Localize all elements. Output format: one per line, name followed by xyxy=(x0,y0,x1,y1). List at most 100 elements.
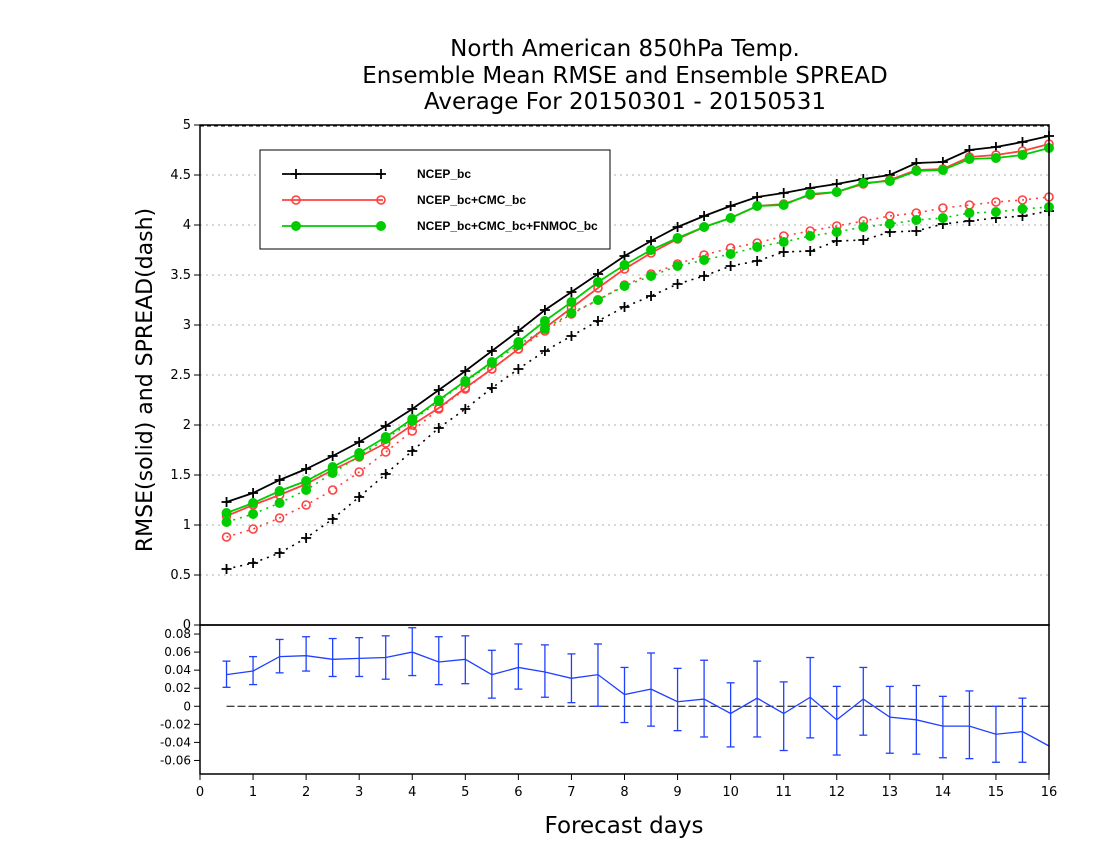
rmse-point-0-30 xyxy=(1017,137,1028,147)
upper-ytick-label-9: 4.5 xyxy=(170,168,191,183)
legend-marker-right-2 xyxy=(376,221,386,231)
xtick-label-5: 5 xyxy=(461,785,469,800)
legend-label-0: NCEP_bc xyxy=(417,167,471,181)
lower-ytick-label-2: -0.02 xyxy=(160,717,191,731)
spread-point-2-28 xyxy=(964,208,975,218)
spread-point-0-17 xyxy=(672,279,683,289)
rmse-point-0-5 xyxy=(354,437,365,447)
spread-point-2-22 xyxy=(805,231,816,241)
rmse-point-2-10 xyxy=(486,357,497,367)
error-bar-20 xyxy=(753,660,762,738)
rmse-point-2-24 xyxy=(858,178,869,188)
spread-point-2-18 xyxy=(699,255,710,265)
rmse-point-0-11 xyxy=(513,326,524,336)
rmse-point-2-11 xyxy=(513,337,524,347)
error-bar-11 xyxy=(514,643,523,690)
rmse-point-0-18 xyxy=(699,211,710,221)
difference-series xyxy=(222,627,1050,763)
error-bar-27 xyxy=(938,695,947,759)
rmse-point-2-19 xyxy=(725,213,736,223)
xtick-label-11: 11 xyxy=(775,785,792,800)
spread-point-2-29 xyxy=(990,207,1001,217)
rmse-point-0-3 xyxy=(301,464,312,474)
spread-point-0-2 xyxy=(274,548,285,558)
difference-line xyxy=(226,651,1050,747)
chart-title-line-2: Ensemble Mean RMSE and Ensemble SPREAD xyxy=(362,63,888,89)
rmse-point-2-28 xyxy=(964,154,975,164)
rmse-point-2-23 xyxy=(831,187,842,197)
rmse-point-0-4 xyxy=(327,451,338,461)
upper-ytick-label-10: 5 xyxy=(183,118,191,133)
rmse-point-2-30 xyxy=(1017,150,1028,160)
spread-point-0-21 xyxy=(778,247,789,257)
rmse-point-2-7 xyxy=(407,414,418,424)
spread-point-2-2 xyxy=(274,498,285,508)
error-bar-25 xyxy=(885,685,894,754)
xtick-label-3: 3 xyxy=(355,785,363,800)
rmse-point-0-7 xyxy=(407,404,418,414)
error-bar-8 xyxy=(434,636,443,686)
xtick-label-2: 2 xyxy=(302,785,310,800)
xtick-label-9: 9 xyxy=(673,785,681,800)
rmse-line-0 xyxy=(226,135,1050,503)
spread-point-0-6 xyxy=(380,469,391,479)
rmse-point-0-13 xyxy=(566,287,577,297)
error-bar-17 xyxy=(673,667,682,732)
spread-point-1-5 xyxy=(354,467,364,477)
xtick-label-7: 7 xyxy=(567,785,575,800)
rmse-point-0-6 xyxy=(380,421,391,431)
spread-point-0-1 xyxy=(248,558,259,568)
rmse-point-2-2 xyxy=(274,486,285,496)
spread-point-2-30 xyxy=(1017,204,1028,214)
rmse-point-2-8 xyxy=(433,395,444,405)
xtick-label-1: 1 xyxy=(249,785,257,800)
spread-point-2-20 xyxy=(752,242,763,252)
error-bar-19 xyxy=(726,682,735,748)
spread-point-2-13 xyxy=(566,308,577,318)
spread-point-1-0 xyxy=(221,532,232,542)
rmse-point-2-1 xyxy=(248,498,259,508)
spread-point-1-2 xyxy=(274,513,285,523)
xtick-label-15: 15 xyxy=(988,785,1005,800)
xtick-label-8: 8 xyxy=(620,785,628,800)
spread-point-0-18 xyxy=(699,271,710,281)
spread-point-0-3 xyxy=(301,533,312,543)
spread-point-0-7 xyxy=(407,446,418,456)
spread-point-2-1 xyxy=(248,509,259,519)
rmse-point-0-2 xyxy=(274,475,285,485)
xtick-label-10: 10 xyxy=(722,785,739,800)
spread-point-2-25 xyxy=(884,219,895,229)
lower-ytick-label-6: 0.06 xyxy=(164,645,191,659)
spread-point-1-4 xyxy=(327,485,338,495)
upper-gridlines xyxy=(200,125,1049,576)
rmse-point-0-20 xyxy=(752,192,763,202)
rmse-point-0-1 xyxy=(248,488,259,498)
series-layer xyxy=(221,131,1054,574)
legend-label-1: NCEP_bc+CMC_bc xyxy=(417,193,526,207)
rmse-point-2-9 xyxy=(460,376,471,386)
spread-point-2-16 xyxy=(646,271,657,281)
lower-ytick-label-3: 0 xyxy=(183,699,191,713)
spread-point-0-4 xyxy=(327,514,338,524)
spread-point-0-13 xyxy=(566,331,577,341)
spread-point-0-20 xyxy=(752,256,763,266)
spread-point-1-25 xyxy=(885,211,895,221)
rmse-point-2-25 xyxy=(884,176,895,186)
spread-point-0-10 xyxy=(486,383,497,393)
error-bar-24 xyxy=(859,666,868,736)
error-bar-30 xyxy=(1018,697,1027,763)
lower-ytick-label-0: -0.06 xyxy=(160,753,191,767)
spread-point-0-24 xyxy=(858,235,869,245)
rmse-point-2-17 xyxy=(672,233,683,243)
spread-point-0-16 xyxy=(646,291,657,301)
upper-ytick-label-6: 3 xyxy=(183,318,191,333)
spread-point-0-14 xyxy=(592,316,603,326)
upper-ytick-label-1: 0.5 xyxy=(170,568,191,583)
rmse-point-2-3 xyxy=(301,476,312,486)
legend: NCEP_bc NCEP_bc+CMC_bc NCEP_bc+CMC_bc+FNMO… xyxy=(259,149,611,250)
error-bar-28 xyxy=(965,690,974,760)
legend-marker-left-0 xyxy=(291,169,301,179)
error-bar-4 xyxy=(328,637,337,678)
lower-ytick-label-4: 0.02 xyxy=(164,681,191,695)
